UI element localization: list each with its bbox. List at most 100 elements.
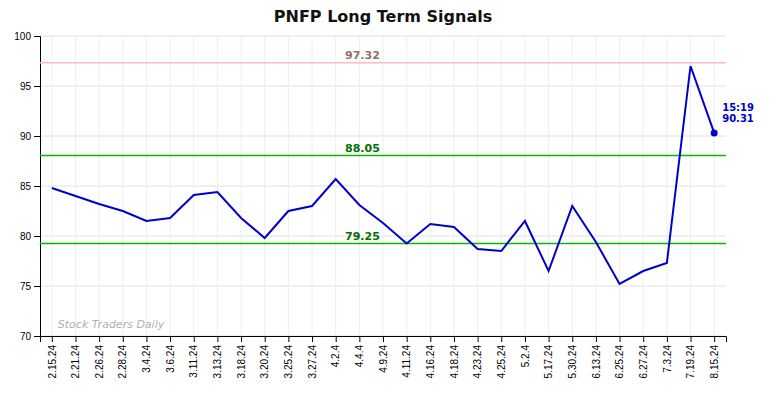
tick-mark: [34, 236, 40, 237]
tick-label: 4.4.4: [354, 345, 365, 368]
tick-mark: [549, 336, 550, 342]
tick-mark: [525, 336, 526, 342]
tick-label: 100: [14, 31, 31, 42]
title: PNFP Long Term Signals: [274, 7, 492, 26]
tick: 100: [14, 31, 40, 42]
tick-mark: [265, 336, 266, 342]
tick-mark: [383, 336, 384, 342]
tick-label: 3.18.24: [236, 345, 247, 379]
tick: 4.18.24: [449, 336, 460, 378]
tick-label: 5.2.4: [520, 345, 531, 368]
tick-mark: [34, 36, 40, 37]
grid-line-x: [217, 36, 218, 336]
tick: 2.21.24: [70, 336, 81, 378]
grid-line-x: [501, 36, 502, 336]
grid-line-x: [51, 36, 52, 336]
tick-mark: [312, 336, 313, 342]
tick-mark: [454, 336, 455, 342]
grid-line-x: [453, 36, 454, 336]
axis-domain: [41, 337, 727, 343]
chart: 7075808590951002.15.242.21.242.26.242.28…: [0, 0, 784, 398]
tick-label: 4.23.24: [472, 345, 483, 379]
grid-line-x: [335, 36, 336, 336]
tick-label: 3.27.24: [307, 345, 318, 379]
grid-line-x: [524, 36, 525, 336]
tick-label: 3.25.24: [283, 345, 294, 379]
tick: 6.13.24: [591, 336, 602, 378]
grid-line-x: [75, 36, 76, 336]
tick: 70: [20, 331, 40, 342]
tick-mark: [643, 336, 644, 342]
tick-mark: [288, 336, 289, 342]
tick: 6.25.24: [614, 336, 625, 378]
tick-label: 95: [20, 81, 32, 92]
tick-label: 4.11.24: [401, 345, 412, 378]
tick-label: 3.6.24: [165, 345, 176, 373]
grid-line-x: [572, 36, 573, 336]
tick-label: 3.20.24: [259, 345, 270, 379]
tick: 3.6.24: [165, 336, 176, 373]
grid-line-x: [264, 36, 265, 336]
grid-line-x: [406, 36, 407, 336]
tick-mark: [714, 336, 715, 342]
tick-mark: [34, 136, 40, 137]
tick: 3.27.24: [307, 336, 318, 378]
tick-label: 5.17.24: [543, 345, 554, 379]
grid-line-x: [99, 36, 100, 336]
tick-mark: [572, 336, 573, 342]
tick-label: 5.30.24: [567, 345, 578, 379]
tick-label: 90: [20, 131, 32, 142]
labels: 97.3288.0579.2515:1990.31Stock Traders D…: [58, 49, 754, 331]
tick-label: 2.15.24: [47, 345, 58, 379]
tick-mark: [123, 336, 124, 342]
reference-line: [40, 62, 726, 64]
tick-mark: [52, 336, 53, 342]
tick-label: 2.26.24: [94, 345, 105, 379]
grid-line-x: [548, 36, 549, 336]
tick-mark: [478, 336, 479, 342]
grid-line-x: [170, 36, 171, 336]
grid-line-x: [383, 36, 384, 336]
tick-label: 7.19.24: [685, 345, 696, 379]
x-axis: 2.15.242.21.242.26.242.28.243.4.243.6.24…: [41, 336, 727, 378]
tick-label: 70: [20, 331, 32, 342]
reference-line: [40, 243, 726, 245]
tick-label: 8.15.24: [709, 345, 720, 379]
y-axis: 707580859095100: [14, 31, 40, 342]
reference-line: [40, 155, 726, 157]
grid-line-x: [193, 36, 194, 336]
tick: 2.15.24: [47, 336, 58, 378]
tick: 5.30.24: [567, 336, 578, 378]
line: [52, 66, 714, 284]
tick-mark: [75, 336, 76, 342]
tick-mark: [691, 336, 692, 342]
tick-label: 6.27.24: [638, 345, 649, 379]
tick-label: 4.2.4: [330, 345, 341, 368]
tick-label: 3.11.24: [188, 345, 199, 378]
tick: 7.3.24: [662, 336, 673, 373]
grid-line-x: [619, 36, 620, 336]
grid-line-x: [359, 36, 360, 336]
tick: 4.11.24: [401, 336, 412, 378]
grid-line-x: [430, 36, 431, 336]
grid-line-x: [477, 36, 478, 336]
tick-mark: [407, 336, 408, 342]
reference-label: 79.25: [345, 230, 380, 243]
tick-label: 4.9.24: [378, 345, 389, 373]
annotation: 15:1990.31: [722, 102, 754, 125]
tick: 3.13.24: [212, 336, 223, 378]
tick: 6.27.24: [638, 336, 649, 378]
grid-line-x: [146, 36, 147, 336]
tick-mark: [359, 336, 360, 342]
tick-mark: [501, 336, 502, 342]
tick-mark: [99, 336, 100, 342]
tick: 2.28.24: [117, 336, 128, 378]
tick-mark: [194, 336, 195, 342]
tick-label: 85: [20, 181, 32, 192]
tick: 2.26.24: [94, 336, 105, 378]
tick: 3.18.24: [236, 336, 247, 378]
grid-line-x: [241, 36, 242, 336]
tick-mark: [241, 336, 242, 342]
tick-label: 4.18.24: [449, 345, 460, 379]
tick-mark: [34, 336, 40, 337]
